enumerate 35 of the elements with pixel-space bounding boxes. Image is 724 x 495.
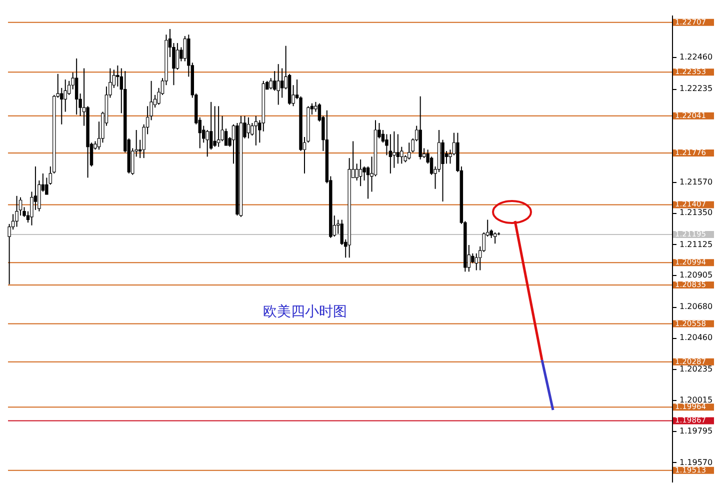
candlestick: [276, 64, 280, 106]
candlestick: [45, 177, 48, 196]
candlestick: [408, 142, 411, 160]
y-tick-label: 1.20460: [680, 333, 713, 342]
candlestick: [183, 36, 187, 62]
candlestick: [74, 58, 78, 116]
candlestick: [493, 232, 497, 244]
candlestick: [273, 70, 276, 92]
y-tick-label: 1.22460: [680, 52, 713, 62]
y-tick-label: 1.19570: [680, 458, 713, 467]
candlestick: [246, 116, 250, 139]
candlestick: [176, 42, 180, 70]
candlestick: [280, 68, 284, 98]
y-tick-label: 1.21570: [680, 177, 713, 186]
candlestick: [206, 129, 209, 158]
y-tick-label: 1.20905: [680, 270, 713, 280]
y-tick-label: 1.21125: [680, 240, 713, 249]
y-tick-label: 1.20015: [680, 395, 713, 404]
candlestick: [396, 134, 400, 164]
candlestick: [388, 134, 392, 174]
candlestick: [254, 115, 258, 146]
candlestick: [15, 195, 18, 228]
candlestick: [366, 166, 370, 200]
y-tick-label: 1.20680: [680, 302, 713, 312]
y-tick-label: 1.19795: [680, 426, 713, 436]
candlestick: [441, 139, 444, 202]
y-tick-label: 1.22235: [680, 84, 713, 94]
candlestick: [216, 106, 220, 148]
candlestick: [392, 130, 396, 168]
candlestick: [269, 78, 272, 90]
y-tick-label: 1.20235: [680, 364, 713, 374]
candlestick: [358, 158, 362, 187]
annotation: 欧美四小时图: [263, 304, 347, 320]
y-tick-label: 1.21350: [680, 208, 713, 218]
candlestick: [213, 106, 216, 148]
